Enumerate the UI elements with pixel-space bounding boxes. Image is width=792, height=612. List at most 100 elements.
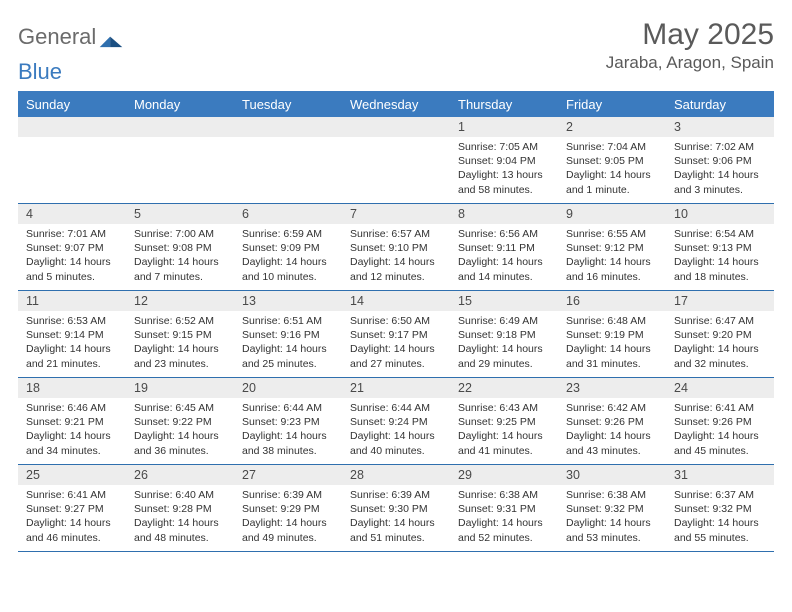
day-cell: Sunrise: 6:49 AMSunset: 9:18 PMDaylight:… xyxy=(450,311,558,377)
dayhead-sun: Sunday xyxy=(18,93,126,117)
sunset-text: Sunset: 9:05 PM xyxy=(566,154,660,168)
day-cell: Sunrise: 6:46 AMSunset: 9:21 PMDaylight:… xyxy=(18,398,126,464)
day-cell: Sunrise: 6:38 AMSunset: 9:32 PMDaylight:… xyxy=(558,485,666,551)
day-cell: Sunrise: 6:50 AMSunset: 9:17 PMDaylight:… xyxy=(342,311,450,377)
sunset-text: Sunset: 9:24 PM xyxy=(350,415,444,429)
title-month: May 2025 xyxy=(606,18,774,51)
day-number: 7 xyxy=(342,204,450,224)
day-number: 10 xyxy=(666,204,774,224)
sunset-text: Sunset: 9:31 PM xyxy=(458,502,552,516)
day-number: 25 xyxy=(18,465,126,485)
sunrise-text: Sunrise: 6:48 AM xyxy=(566,314,660,328)
day-number: 19 xyxy=(126,378,234,398)
sunrise-text: Sunrise: 7:02 AM xyxy=(674,140,768,154)
sunrise-text: Sunrise: 6:57 AM xyxy=(350,227,444,241)
day-cell xyxy=(342,137,450,203)
sunset-text: Sunset: 9:21 PM xyxy=(26,415,120,429)
sunrise-text: Sunrise: 6:49 AM xyxy=(458,314,552,328)
day-cell: Sunrise: 7:04 AMSunset: 9:05 PMDaylight:… xyxy=(558,137,666,203)
sunset-text: Sunset: 9:14 PM xyxy=(26,328,120,342)
day-number: 6 xyxy=(234,204,342,224)
day-cell xyxy=(126,137,234,203)
day-number: 4 xyxy=(18,204,126,224)
day-cell: Sunrise: 6:57 AMSunset: 9:10 PMDaylight:… xyxy=(342,224,450,290)
weekday-header: Sunday Monday Tuesday Wednesday Thursday… xyxy=(18,93,774,117)
sunset-text: Sunset: 9:23 PM xyxy=(242,415,336,429)
day-cell: Sunrise: 6:44 AMSunset: 9:23 PMDaylight:… xyxy=(234,398,342,464)
day-number: 26 xyxy=(126,465,234,485)
daylight-text: Daylight: 14 hours and 51 minutes. xyxy=(350,516,444,544)
day-number xyxy=(126,117,234,137)
sunset-text: Sunset: 9:08 PM xyxy=(134,241,228,255)
day-number: 9 xyxy=(558,204,666,224)
sunset-text: Sunset: 9:26 PM xyxy=(674,415,768,429)
daylight-text: Daylight: 14 hours and 12 minutes. xyxy=(350,255,444,283)
week-row: 45678910Sunrise: 7:01 AMSunset: 9:07 PMD… xyxy=(18,204,774,291)
logo-text-1: General xyxy=(18,24,96,50)
daynum-row: 25262728293031 xyxy=(18,465,774,485)
sunset-text: Sunset: 9:11 PM xyxy=(458,241,552,255)
sunset-text: Sunset: 9:13 PM xyxy=(674,241,768,255)
sunset-text: Sunset: 9:20 PM xyxy=(674,328,768,342)
sunset-text: Sunset: 9:32 PM xyxy=(674,502,768,516)
day-number xyxy=(342,117,450,137)
daylight-text: Daylight: 14 hours and 45 minutes. xyxy=(674,429,768,457)
sunset-text: Sunset: 9:25 PM xyxy=(458,415,552,429)
sunset-text: Sunset: 9:09 PM xyxy=(242,241,336,255)
title-location: Jaraba, Aragon, Spain xyxy=(606,53,774,73)
day-number: 23 xyxy=(558,378,666,398)
day-cell: Sunrise: 6:39 AMSunset: 9:30 PMDaylight:… xyxy=(342,485,450,551)
day-number: 1 xyxy=(450,117,558,137)
day-cell: Sunrise: 6:47 AMSunset: 9:20 PMDaylight:… xyxy=(666,311,774,377)
sunset-text: Sunset: 9:16 PM xyxy=(242,328,336,342)
sunset-text: Sunset: 9:22 PM xyxy=(134,415,228,429)
dayhead-wed: Wednesday xyxy=(342,93,450,117)
day-cell: Sunrise: 6:42 AMSunset: 9:26 PMDaylight:… xyxy=(558,398,666,464)
daynum-row: 123 xyxy=(18,117,774,137)
sunrise-text: Sunrise: 6:42 AM xyxy=(566,401,660,415)
day-cell: Sunrise: 7:02 AMSunset: 9:06 PMDaylight:… xyxy=(666,137,774,203)
day-number: 16 xyxy=(558,291,666,311)
sunrise-text: Sunrise: 6:46 AM xyxy=(26,401,120,415)
daylight-text: Daylight: 14 hours and 1 minute. xyxy=(566,168,660,196)
day-cell: Sunrise: 7:05 AMSunset: 9:04 PMDaylight:… xyxy=(450,137,558,203)
daylight-text: Daylight: 14 hours and 21 minutes. xyxy=(26,342,120,370)
sunset-text: Sunset: 9:26 PM xyxy=(566,415,660,429)
day-cell: Sunrise: 6:59 AMSunset: 9:09 PMDaylight:… xyxy=(234,224,342,290)
daylight-text: Daylight: 14 hours and 43 minutes. xyxy=(566,429,660,457)
sunrise-text: Sunrise: 6:54 AM xyxy=(674,227,768,241)
daylight-text: Daylight: 14 hours and 23 minutes. xyxy=(134,342,228,370)
day-number xyxy=(18,117,126,137)
daylight-text: Daylight: 14 hours and 18 minutes. xyxy=(674,255,768,283)
day-number: 24 xyxy=(666,378,774,398)
sunset-text: Sunset: 9:32 PM xyxy=(566,502,660,516)
dayhead-mon: Monday xyxy=(126,93,234,117)
week-row: 123Sunrise: 7:05 AMSunset: 9:04 PMDaylig… xyxy=(18,117,774,204)
daylight-text: Daylight: 14 hours and 34 minutes. xyxy=(26,429,120,457)
sunrise-text: Sunrise: 6:43 AM xyxy=(458,401,552,415)
day-number xyxy=(234,117,342,137)
sunset-text: Sunset: 9:17 PM xyxy=(350,328,444,342)
day-cell: Sunrise: 6:41 AMSunset: 9:26 PMDaylight:… xyxy=(666,398,774,464)
day-cell xyxy=(234,137,342,203)
day-number: 20 xyxy=(234,378,342,398)
sunrise-text: Sunrise: 6:37 AM xyxy=(674,488,768,502)
daynum-row: 45678910 xyxy=(18,204,774,224)
day-cell: Sunrise: 6:48 AMSunset: 9:19 PMDaylight:… xyxy=(558,311,666,377)
sunrise-text: Sunrise: 6:41 AM xyxy=(674,401,768,415)
day-cell: Sunrise: 6:52 AMSunset: 9:15 PMDaylight:… xyxy=(126,311,234,377)
daybody-row: Sunrise: 6:53 AMSunset: 9:14 PMDaylight:… xyxy=(18,311,774,377)
daylight-text: Daylight: 13 hours and 58 minutes. xyxy=(458,168,552,196)
day-number: 3 xyxy=(666,117,774,137)
day-cell: Sunrise: 6:45 AMSunset: 9:22 PMDaylight:… xyxy=(126,398,234,464)
sunrise-text: Sunrise: 6:51 AM xyxy=(242,314,336,328)
day-cell xyxy=(18,137,126,203)
logo-mark-icon xyxy=(98,29,124,45)
daylight-text: Daylight: 14 hours and 5 minutes. xyxy=(26,255,120,283)
sunset-text: Sunset: 9:19 PM xyxy=(566,328,660,342)
day-number: 22 xyxy=(450,378,558,398)
daybody-row: Sunrise: 7:05 AMSunset: 9:04 PMDaylight:… xyxy=(18,137,774,203)
week-row: 18192021222324Sunrise: 6:46 AMSunset: 9:… xyxy=(18,378,774,465)
sunrise-text: Sunrise: 6:53 AM xyxy=(26,314,120,328)
sunset-text: Sunset: 9:10 PM xyxy=(350,241,444,255)
